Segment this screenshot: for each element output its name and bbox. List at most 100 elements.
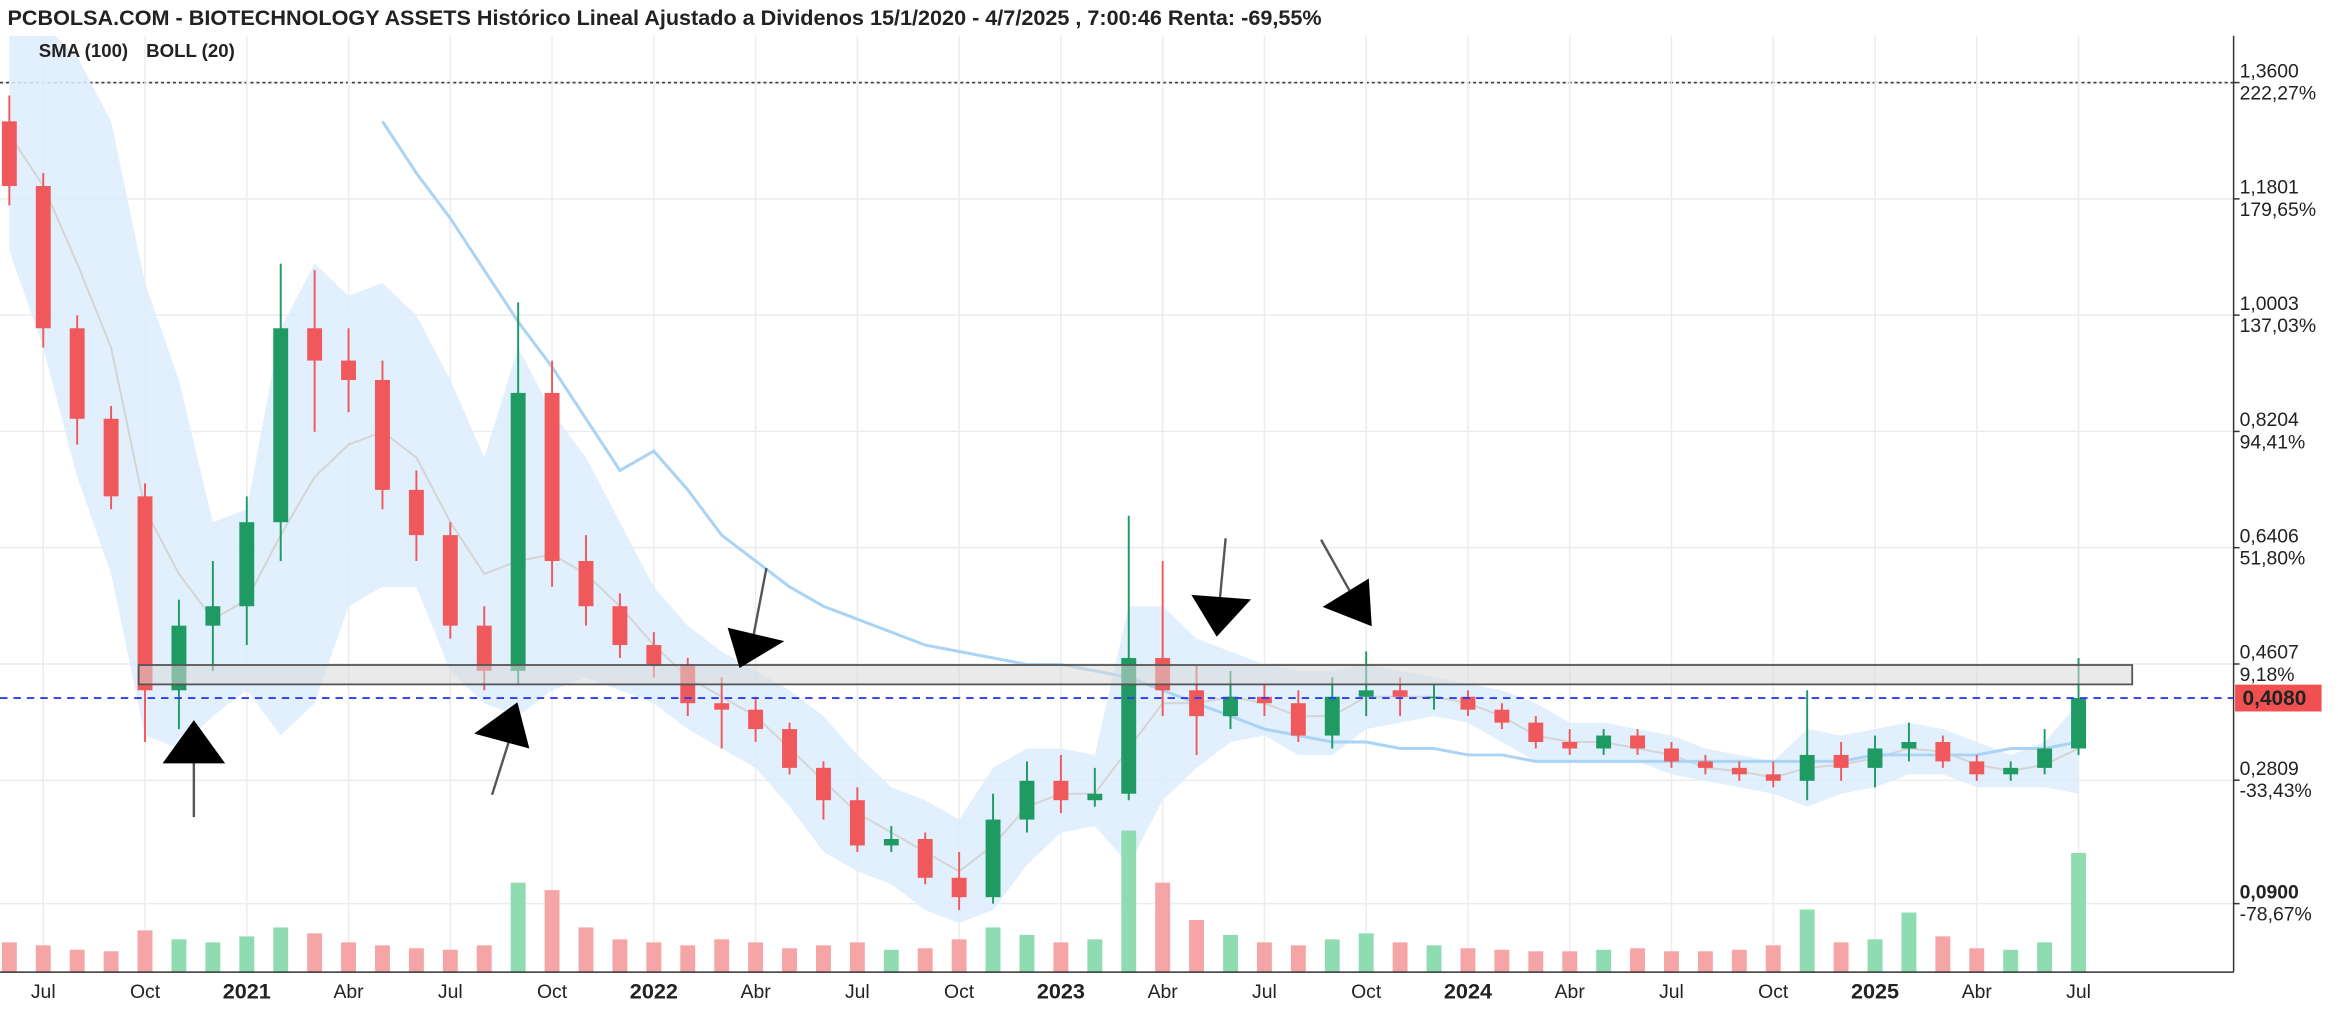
candle-body [510,392,526,671]
candle-body [1256,696,1272,704]
candle-body [646,645,662,665]
volume-bar [917,948,933,973]
legend-entry: BOLL (20) [146,40,235,61]
candle-body [2037,748,2053,768]
candle-body [273,328,289,523]
volume-bar [1867,939,1883,973]
candle-body [1392,690,1408,697]
candle-body [1358,690,1374,697]
volume-bar [544,890,560,973]
last-price-box [2235,684,2322,712]
candle-body [1901,742,1917,749]
volume-bar [137,930,153,973]
candle-body [476,625,492,671]
volume-bar [1155,882,1171,973]
candle-body [612,606,628,646]
volume-bar [951,939,967,973]
volume-bar [35,945,51,973]
x-tick-label: Jul [438,981,463,1003]
candle-body [1087,793,1103,801]
volume-bar [1731,949,1747,973]
candle-body [137,496,153,691]
y-tick-label: 0,0900 [2240,881,2299,903]
legend-entry: SMA (100) [39,40,128,61]
candle-body [1,121,17,187]
y2-tick-label: 179,65% [2240,199,2317,221]
candle-body [103,418,119,497]
x-tick-label: Jul [1252,981,1277,1003]
x-tick-label: Oct [130,981,161,1003]
candle-body [1494,709,1510,723]
x-tick-label: 2022 [630,979,678,1004]
y-tick-label: 1,3600 [2240,60,2299,82]
volume-bar [714,939,730,973]
x-tick-label: Abr [1148,981,1179,1003]
volume-bar [205,942,221,973]
candle-body [205,606,221,626]
candle-body [1189,690,1205,717]
volume-bar [1223,934,1238,973]
volume-bar [1121,830,1137,973]
candle-body [544,392,560,561]
x-tick-label: Jul [845,981,870,1003]
title-bar [0,0,2237,36]
candle-body [1324,696,1340,736]
annotation-arrows [162,538,1372,818]
arrow-shaft [1320,539,1351,592]
volume-bar [1189,919,1205,973]
volume-bar [1290,945,1306,973]
volume-bar [273,927,289,973]
arrow-head [1191,594,1252,637]
candle-body [1290,703,1306,736]
candle-body [1426,696,1442,699]
volume-bar [1528,951,1544,973]
candle-body [239,522,255,607]
candle-body [1664,748,1679,762]
y-tick-label: 0,4607 [2240,642,2299,664]
volume-bar [307,933,323,973]
x-tick-label: 2021 [223,979,271,1004]
volume-bar [239,936,255,973]
volume-bar [1596,949,1612,973]
candle-body [69,328,85,419]
x-tick-label: Jul [31,981,56,1003]
volume-bar [408,948,424,973]
candle-body [1799,754,1815,781]
volume-bar [103,951,119,973]
x-tick-label: Abr [1962,981,1993,1003]
candle-body [442,535,458,626]
volume-bar [442,949,458,973]
axis-layer: 1,3600 1,1801 1,0003 0,8204 0,6406 0,4607 0,28… [0,32,2322,1004]
volume-bar [1256,942,1272,973]
candle-body [1053,780,1069,801]
y2-tick-label: 51,80% [2240,548,2306,570]
candle-body [782,729,797,768]
candle-body [1121,657,1137,794]
volume-bar [375,945,390,973]
volume-bar [341,942,357,973]
last-price-label: 0,4080 [2243,687,2307,710]
volume-bar [1053,942,1069,973]
volume-bar [680,945,696,973]
volume-bar [171,939,187,973]
volume-bar [476,945,492,973]
x-tick-label: 2023 [1037,979,1085,1004]
candle-body [1867,748,1883,768]
volume-bar [1019,934,1035,973]
y-tick-label: 1,0003 [2240,293,2299,315]
chart-title: PCBOLSA.COM - BIOTECHNOLOGY ASSETS Histó… [7,5,1321,30]
candle-body [1562,742,1578,749]
y2-tick-label: 137,03% [2240,315,2317,337]
candle-body [2071,698,2086,749]
volume-bar [1630,948,1646,973]
candle-body [1596,735,1612,749]
volume-bar [1799,909,1815,973]
volume-bar [782,948,797,973]
candle-body [1969,761,1985,775]
candle-body [35,186,51,329]
volume-bar [1969,948,1985,973]
candle-body [1630,735,1646,749]
volume-bar [2071,852,2086,973]
candle-body [1833,754,1849,768]
